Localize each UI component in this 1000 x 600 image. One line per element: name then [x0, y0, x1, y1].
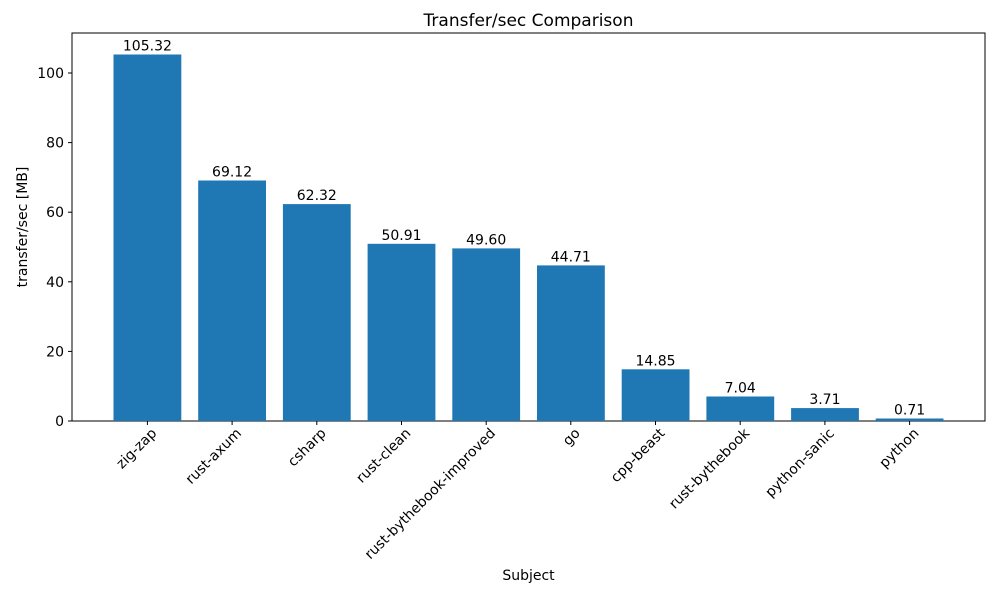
chart-title: Transfer/sec Comparison [423, 11, 634, 31]
bar [198, 180, 266, 421]
bar [282, 204, 351, 421]
bar-value-label: 7.04 [725, 381, 756, 397]
plot-frame [71, 32, 986, 422]
y-tick-label: 100 [37, 66, 64, 82]
x-tick-label: cpp-beast [608, 425, 669, 486]
y-tick-label: 0 [55, 414, 64, 430]
bar-value-label: 50.91 [381, 228, 421, 244]
y-tick-label: 60 [46, 205, 64, 221]
x-tick-label: rust-bythebook [666, 425, 753, 512]
bar [537, 265, 605, 421]
bar-value-label: 62.32 [297, 188, 337, 204]
bar-value-label: 69.12 [212, 165, 252, 181]
bar [367, 243, 436, 421]
bar [621, 369, 690, 421]
x-tick-label: rust-clean [353, 426, 414, 487]
x-axis-label: Subject [502, 568, 555, 584]
bar-value-label: 44.71 [551, 249, 591, 265]
x-tick-label: zig-zap [114, 425, 161, 472]
x-tick-label: rust-axum [183, 426, 245, 488]
bar [791, 408, 859, 421]
bar [875, 418, 944, 421]
bar-value-label: 14.85 [635, 353, 675, 369]
x-tick-label: go [560, 426, 584, 450]
x-tick-label: python [876, 426, 922, 472]
bar-value-label: 3.71 [809, 392, 840, 408]
y-tick-label: 40 [46, 275, 64, 291]
bar [706, 396, 775, 421]
x-tick-label: csharp [285, 425, 330, 470]
y-tick-label: 20 [46, 344, 64, 360]
bar-value-label: 49.60 [466, 232, 506, 248]
bar-value-label: 105.32 [123, 39, 172, 55]
y-axis-label: transfer/sec [MB] [15, 167, 31, 288]
x-tick-label: python-sanic [763, 426, 838, 501]
x-axis: zig-zap rust-axum csharp rust-clean rust-byt… [114, 421, 922, 563]
bar [113, 54, 182, 421]
bar [452, 248, 521, 421]
bar-value-label: 0.71 [894, 403, 925, 419]
value-labels-group: 105.32 69.12 62.32 50.91 49.60 44.71 14.85 7.04… [123, 39, 925, 419]
bars-group [113, 54, 944, 421]
y-tick-label: 80 [46, 136, 64, 152]
y-axis: 0 20 40 60 80 100 [37, 66, 72, 430]
